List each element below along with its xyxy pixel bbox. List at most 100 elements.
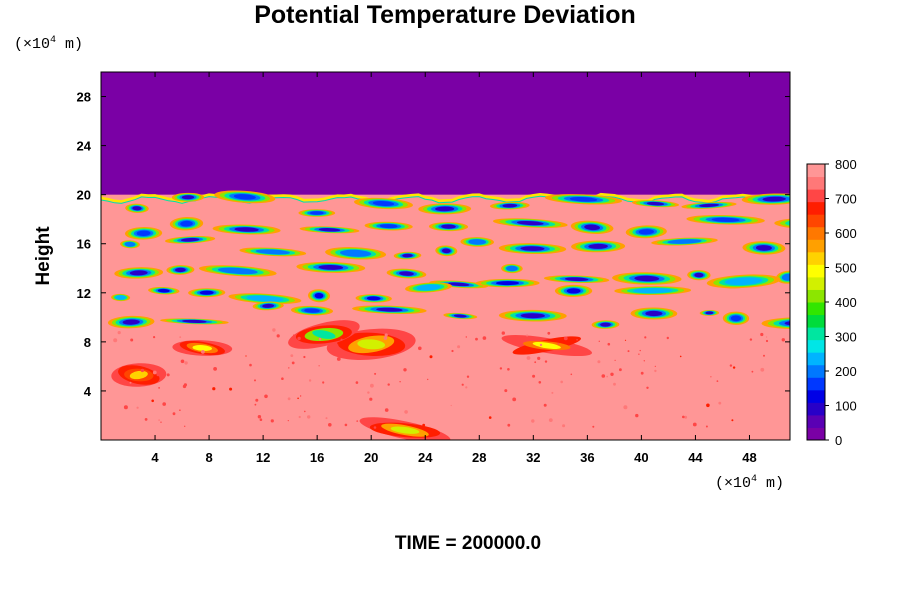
field-speckle bbox=[297, 397, 299, 400]
field-speckle bbox=[212, 387, 216, 391]
field-cell bbox=[520, 246, 545, 251]
field-cell bbox=[399, 271, 414, 276]
field-cell bbox=[502, 203, 518, 208]
field-speckle bbox=[130, 338, 134, 342]
field-cell bbox=[672, 239, 697, 244]
field-cell bbox=[584, 224, 600, 231]
field-cell bbox=[783, 274, 790, 280]
field-layers bbox=[101, 72, 790, 440]
field-cell bbox=[366, 296, 381, 301]
field-cell bbox=[181, 195, 195, 200]
field-speckle bbox=[158, 419, 160, 421]
field-speckle bbox=[560, 380, 563, 384]
x-tick-label: 48 bbox=[742, 450, 756, 465]
field-cell bbox=[132, 206, 142, 211]
field-band bbox=[114, 261, 790, 289]
field-cell bbox=[730, 278, 757, 285]
field-cell bbox=[699, 203, 719, 208]
field-speckle bbox=[140, 368, 145, 373]
field-cell bbox=[175, 267, 186, 273]
colorbar-tick-label: 200 bbox=[835, 364, 857, 379]
field-speckle bbox=[418, 346, 422, 351]
colorbar-swatch bbox=[807, 264, 825, 278]
field-speckle bbox=[369, 397, 373, 401]
field-speckle bbox=[537, 356, 541, 360]
plot-frame bbox=[100, 71, 791, 441]
field-lower-features bbox=[111, 320, 785, 440]
field-speckle bbox=[152, 370, 157, 375]
field-cell bbox=[344, 250, 367, 256]
field-warm-feature bbox=[390, 426, 420, 434]
x-axis-unit: (×104 m) bbox=[715, 474, 784, 492]
field-speckle bbox=[184, 361, 188, 365]
field-cell bbox=[566, 288, 581, 294]
colorbar-swatch bbox=[807, 214, 825, 228]
field-speckle bbox=[551, 391, 554, 394]
field-speckle bbox=[387, 383, 390, 386]
x-tick-label: 44 bbox=[688, 450, 703, 465]
field-speckle bbox=[179, 409, 181, 412]
field-band bbox=[125, 215, 790, 240]
colorbar-tick-label: 100 bbox=[835, 399, 857, 414]
field-cell bbox=[314, 292, 324, 299]
field-speckle bbox=[607, 342, 611, 346]
field-speckle bbox=[488, 416, 492, 419]
field-speckle bbox=[760, 332, 764, 337]
field-speckle bbox=[766, 336, 768, 338]
field-speckle bbox=[619, 368, 622, 372]
field-speckle bbox=[654, 365, 656, 367]
field-speckle bbox=[404, 410, 408, 414]
field-speckle bbox=[526, 334, 529, 337]
field-speckle bbox=[482, 336, 487, 340]
field-speckle bbox=[344, 423, 348, 427]
field-cell bbox=[376, 307, 403, 312]
field-cell bbox=[730, 315, 742, 322]
field-upper-region bbox=[101, 72, 790, 195]
field-band bbox=[120, 235, 786, 260]
field-warm-feature bbox=[357, 339, 386, 350]
field-speckle bbox=[592, 425, 595, 428]
field-speckle bbox=[644, 336, 647, 339]
field-speckle bbox=[298, 415, 301, 419]
field-cell bbox=[755, 245, 772, 251]
field-speckle bbox=[429, 355, 433, 359]
field-speckle bbox=[422, 423, 426, 427]
field-speckle bbox=[254, 403, 257, 406]
field-cell bbox=[638, 229, 654, 235]
field-speckle bbox=[716, 380, 719, 382]
field-speckle bbox=[623, 405, 628, 410]
field-speckle bbox=[259, 418, 263, 422]
field-speckle bbox=[384, 333, 388, 337]
colorbar-swatch bbox=[807, 327, 825, 341]
field-speckle bbox=[113, 338, 118, 343]
y-tick-label: 8 bbox=[84, 335, 91, 350]
field-cell bbox=[520, 313, 545, 319]
field-speckle bbox=[666, 336, 669, 340]
field-speckle bbox=[255, 398, 259, 402]
field-band bbox=[107, 301, 790, 330]
field-cell bbox=[233, 194, 256, 200]
plot-area bbox=[101, 72, 790, 440]
field-speckle bbox=[308, 379, 312, 382]
field-speckle bbox=[370, 383, 374, 388]
field-speckle bbox=[117, 331, 121, 335]
field-speckle bbox=[340, 338, 343, 341]
field-cell bbox=[453, 314, 467, 318]
field-speckle bbox=[129, 381, 132, 384]
colorbar: 0 100 200 300 400 500 600 700 800 bbox=[806, 157, 857, 448]
field-speckle bbox=[457, 345, 461, 349]
field-speckle bbox=[705, 425, 708, 428]
field-speckle bbox=[710, 376, 712, 378]
field-speckle bbox=[328, 423, 332, 427]
field-cell bbox=[705, 311, 714, 315]
x-tick-label: 12 bbox=[256, 450, 270, 465]
y-axis-unit: (×104 m) bbox=[14, 35, 83, 53]
field-cell bbox=[122, 319, 140, 325]
field-cell bbox=[419, 285, 438, 290]
field-speckle bbox=[384, 408, 389, 412]
field-speckle bbox=[465, 386, 468, 389]
field-speckle bbox=[731, 419, 734, 422]
x-axis: 4 8 12 16 20 24 28 32 36 40 44 48 bbox=[151, 72, 757, 465]
colorbar-tick-label: 800 bbox=[835, 157, 857, 172]
field-warm-feature bbox=[532, 341, 561, 350]
